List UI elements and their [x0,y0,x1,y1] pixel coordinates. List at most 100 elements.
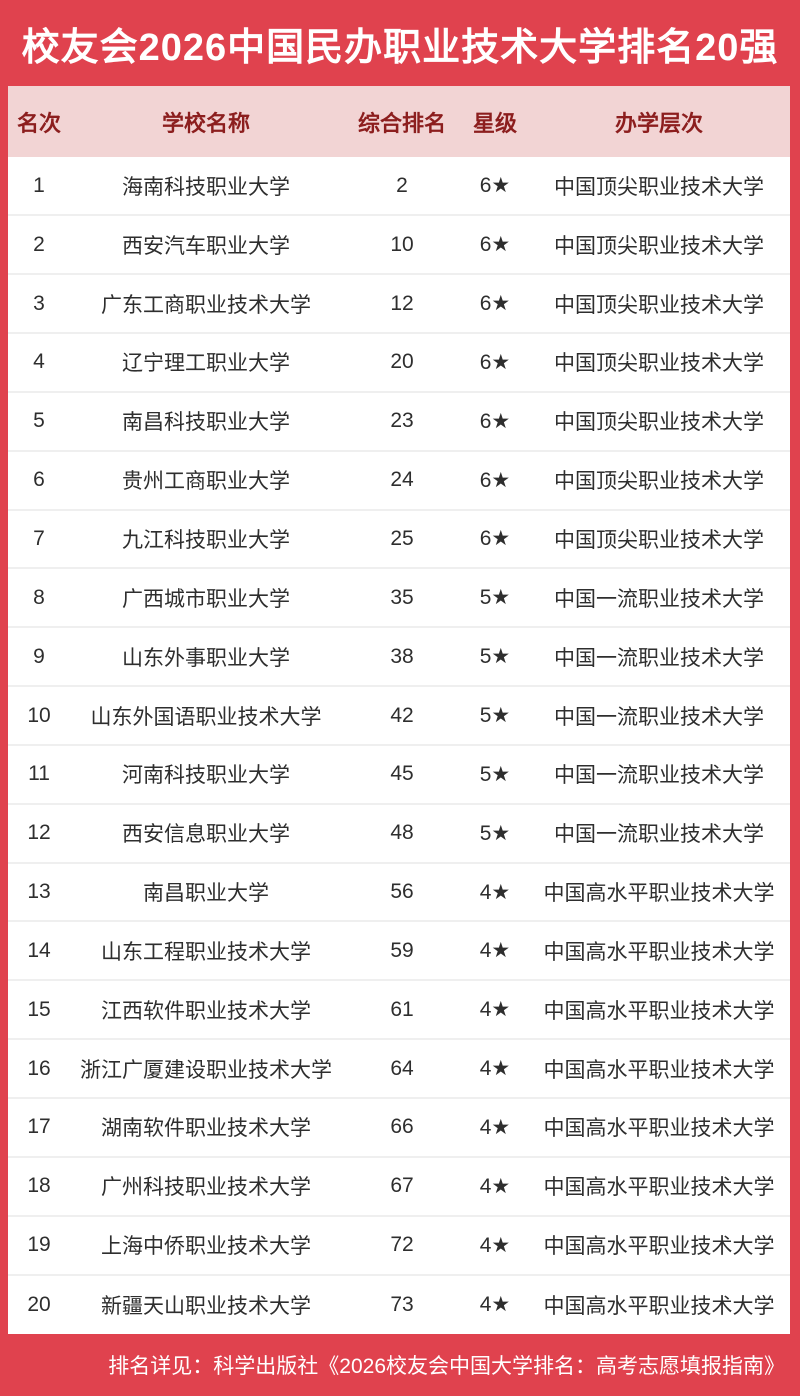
level-cell: 中国高水平职业技术大学 [543,882,775,906]
star-rating-cell: 5★ [479,762,511,786]
star-rating-cell: 4★ [479,998,511,1022]
overall-rank-cell: 48 [390,821,414,845]
school-cell: 九江科技职业大学 [122,528,290,552]
table-row: 1 海南科技职业大学 2 6★ 中国顶尖职业技术大学 [8,157,790,217]
table-row: 7 九江科技职业大学 25 6★ 中国顶尖职业技术大学 [8,510,790,570]
rank-cell: 9 [33,644,45,668]
overall-rank-cell: 2 [396,173,408,197]
star-rating-cell: 4★ [479,939,511,963]
level-cell: 中国顶尖职业技术大学 [554,234,764,258]
star-rating-cell: 4★ [479,1293,511,1317]
ranking-table: 名次 学校名称 综合排名 星级 办学层次 1 海南科技职业大学 2 6★ 中国顶… [8,86,790,1335]
rank-cell: 5 [33,409,45,433]
school-cell: 上海中侨职业技术大学 [101,1235,311,1259]
table-row: 11 河南科技职业大学 45 5★ 中国一流职业技术大学 [8,745,790,805]
school-cell: 海南科技职业大学 [122,175,290,199]
star-rating-cell: 5★ [479,586,511,610]
star-rating-cell: 5★ [479,645,511,669]
overall-rank-cell: 12 [390,291,414,315]
level-cell: 中国高水平职业技术大学 [543,940,775,964]
overall-rank-cell: 72 [390,1233,414,1257]
table-row: 6 贵州工商职业大学 24 6★ 中国顶尖职业技术大学 [8,451,790,511]
overall-rank-cell: 10 [390,232,414,256]
rank-cell: 2 [33,232,45,256]
level-cell: 中国高水平职业技术大学 [543,1294,775,1318]
rank-cell: 3 [33,291,45,315]
level-cell: 中国顶尖职业技术大学 [554,470,764,494]
column-header-school: 学校名称 [161,110,250,136]
level-cell: 中国高水平职业技术大学 [543,1235,775,1259]
table-row: 16 浙江广厦建设职业技术大学 64 4★ 中国高水平职业技术大学 [8,1040,790,1099]
level-cell: 中国顶尖职业技术大学 [554,411,764,435]
star-rating-cell: 4★ [479,1057,511,1081]
level-cell: 中国一流职业技术大学 [554,823,764,847]
rank-cell: 16 [27,1056,51,1080]
table-row: 20 新疆天山职业技术大学 73 4★ 中国高水平职业技术大学 [8,1275,790,1335]
rank-cell: 6 [33,468,45,492]
level-cell: 中国一流职业技术大学 [554,705,764,729]
overall-rank-cell: 25 [390,526,414,550]
table-row: 19 上海中侨职业技术大学 72 4★ 中国高水平职业技术大学 [8,1216,790,1276]
level-cell: 中国顶尖职业技术大学 [554,528,764,552]
star-rating-cell: 6★ [479,527,511,551]
star-rating-cell: 4★ [479,1115,511,1139]
overall-rank-cell: 67 [390,1174,414,1198]
level-cell: 中国一流职业技术大学 [554,587,764,611]
school-cell: 山东外事职业大学 [122,646,290,670]
school-cell: 江西软件职业技术大学 [101,999,311,1023]
rank-cell: 13 [27,880,51,904]
rank-cell: 17 [27,1115,51,1139]
table-row: 4 辽宁理工职业大学 20 6★ 中国顶尖职业技术大学 [8,334,790,393]
overall-rank-cell: 64 [390,1056,414,1080]
level-cell: 中国高水平职业技术大学 [543,1176,775,1200]
level-cell: 中国高水平职业技术大学 [543,1058,775,1082]
column-header-star: 星级 [472,110,517,136]
rank-cell: 7 [33,526,45,550]
overall-rank-cell: 24 [390,468,414,492]
table-row: 15 江西软件职业技术大学 61 4★ 中国高水平职业技术大学 [8,981,790,1041]
school-cell: 南昌职业大学 [143,882,269,906]
source-footer: 排名详见：科学出版社《2026校友会中国大学排名：高考志愿填报指南》 [0,1334,800,1396]
star-rating-cell: 5★ [479,704,511,727]
overall-rank-cell: 61 [390,997,414,1021]
source-note: 排名详见：科学出版社《2026校友会中国大学排名：高考志愿填报指南》 [108,1355,785,1379]
level-cell: 中国顶尖职业技术大学 [554,175,764,199]
table-row: 14 山东工程职业技术大学 59 4★ 中国高水平职业技术大学 [8,922,790,982]
table-row: 17 湖南软件职业技术大学 66 4★ 中国高水平职业技术大学 [8,1098,790,1158]
school-cell: 山东工程职业技术大学 [101,940,311,964]
star-rating-cell: 4★ [479,880,511,904]
star-rating-cell: 6★ [479,292,511,316]
school-cell: 山东外国语职业技术大学 [90,705,322,729]
star-rating-cell: 6★ [479,409,511,433]
level-cell: 中国一流职业技术大学 [554,764,764,788]
table-row: 5 南昌科技职业大学 23 6★ 中国顶尖职业技术大学 [8,392,790,452]
overall-rank-cell: 66 [390,1115,414,1139]
table-row: 3 广东工商职业技术大学 12 6★ 中国顶尖职业技术大学 [8,275,790,335]
column-header-level: 办学层次 [614,110,703,136]
star-rating-cell: 6★ [479,174,511,198]
table-body: 1 海南科技职业大学 2 6★ 中国顶尖职业技术大学 2 西安汽车职业大学 10… [8,157,790,1335]
star-rating-cell: 4★ [479,1233,511,1257]
rank-cell: 12 [27,821,51,845]
rank-cell: 19 [27,1233,51,1257]
overall-rank-cell: 59 [390,938,414,962]
school-cell: 新疆天山职业技术大学 [101,1294,311,1318]
table-row: 13 南昌职业大学 56 4★ 中国高水平职业技术大学 [8,863,790,923]
column-header-rank: 名次 [16,110,61,136]
rank-cell: 14 [27,938,51,962]
school-cell: 广东工商职业技术大学 [101,293,311,317]
title-banner: 校友会2026中国民办职业技术大学排名20强 [0,0,800,86]
table-row: 18 广州科技职业技术大学 67 4★ 中国高水平职业技术大学 [8,1157,790,1217]
rank-cell: 10 [27,703,51,727]
star-rating-cell: 5★ [479,821,511,845]
table-row: 8 广西城市职业大学 35 5★ 中国一流职业技术大学 [8,569,790,629]
rank-cell: 11 [28,762,50,786]
overall-rank-cell: 23 [390,409,414,433]
school-cell: 贵州工商职业大学 [122,470,290,494]
school-cell: 广西城市职业大学 [122,587,290,611]
table-row: 2 西安汽车职业大学 10 6★ 中国顶尖职业技术大学 [8,216,790,276]
school-cell: 广州科技职业技术大学 [101,1176,311,1200]
rank-cell: 15 [27,997,51,1021]
rank-cell: 4 [33,350,45,374]
